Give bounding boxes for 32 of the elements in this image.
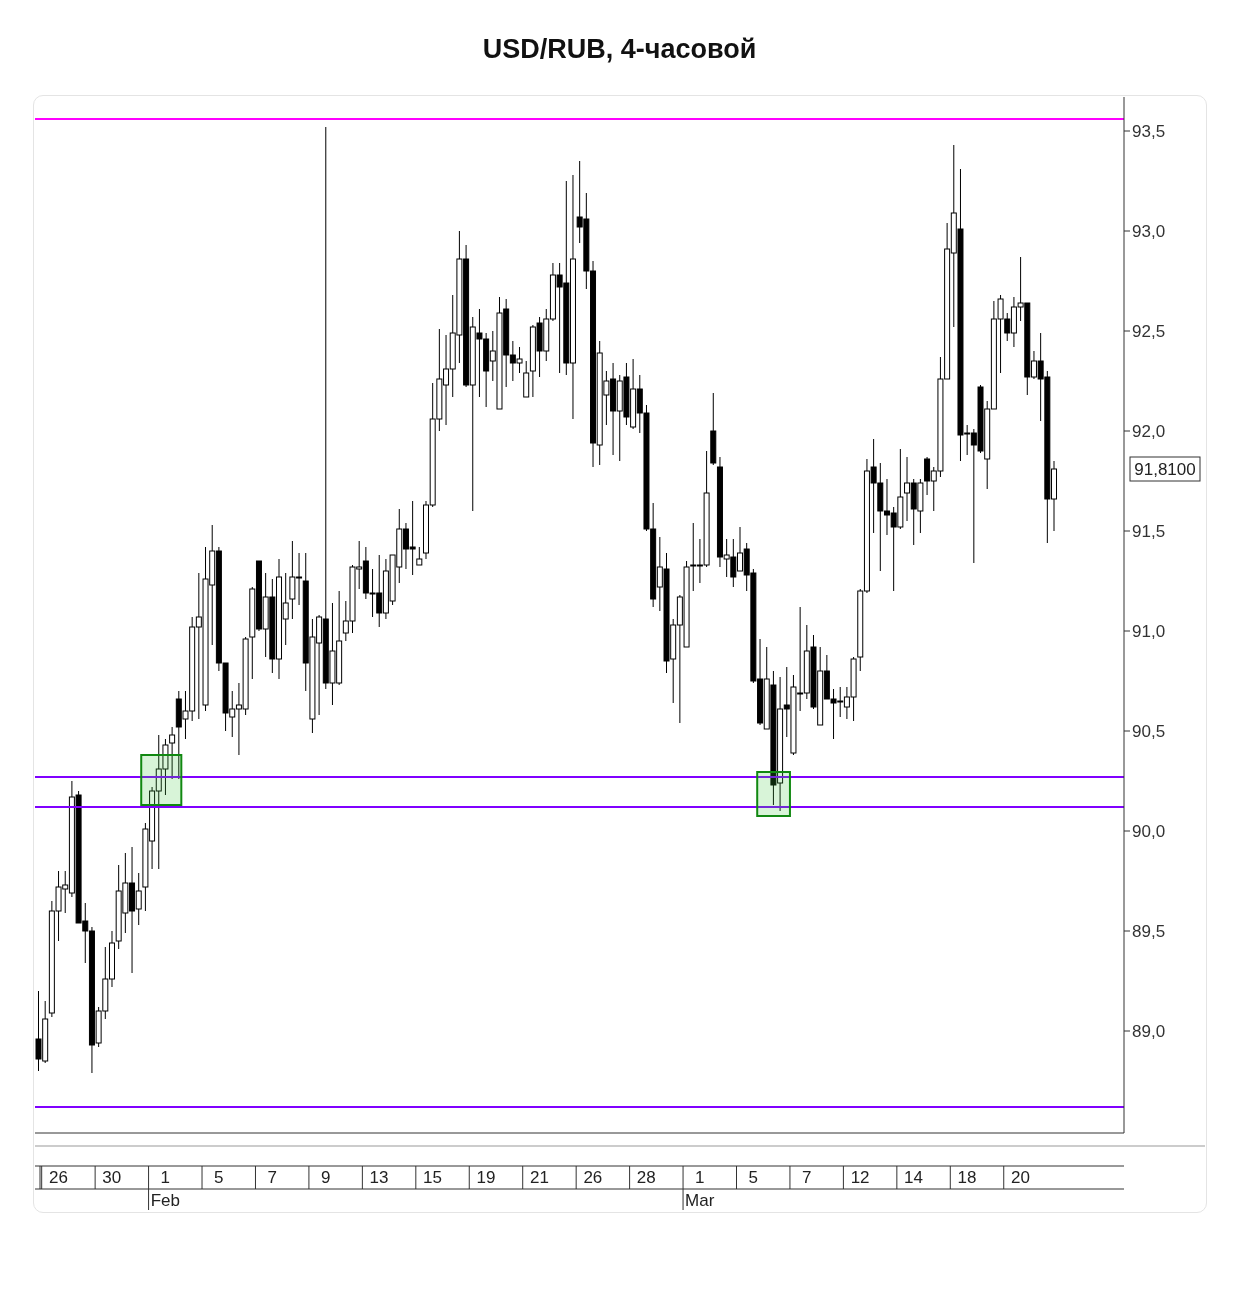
x-tick-label: 26 [583, 1168, 603, 1187]
y-tick-label: 93,0 [1132, 222, 1166, 242]
x-tick-label: 13 [369, 1168, 389, 1187]
x-tick-label: 1 Mar [685, 1168, 715, 1210]
x-tick-label: 19 [476, 1168, 496, 1187]
x-tick-label: 15 [423, 1168, 442, 1187]
x-tick-label: 1 Feb [150, 1168, 180, 1210]
x-tick-label: 5 [213, 1168, 224, 1187]
x-tick-label: 30 [102, 1168, 122, 1187]
text: 91,8100 [1134, 460, 1196, 479]
y-tick-label: 89,5 [1132, 922, 1166, 942]
x-tick-label: 14 [904, 1168, 924, 1187]
y-tick-label: 92,0 [1132, 422, 1166, 442]
x-tick-label: 21 [529, 1168, 549, 1187]
x-tick-label: 12 [850, 1168, 870, 1187]
y-tick-label: 90,0 [1132, 822, 1166, 842]
y-tick-label: 93,5 [1132, 122, 1166, 142]
x-tick-label: 28 [636, 1168, 656, 1187]
x-tick-label: 26 [48, 1168, 68, 1187]
y-tick-label: 90,5 [1132, 722, 1166, 742]
x-tick-label: 7 [267, 1168, 277, 1187]
x-tick-label: 18 [957, 1168, 977, 1187]
y-tick-label: 91,0 [1132, 622, 1166, 642]
y-tick-label: 91,5 [1132, 522, 1166, 542]
x-tick-label: 20 [1010, 1168, 1030, 1187]
x-tick-label: 9 [320, 1168, 331, 1187]
chart-title: USD/RUB, 4-часовой [481, 34, 758, 65]
x-tick-label: 5 [748, 1168, 758, 1187]
y-tick-label: 92,5 [1132, 322, 1166, 342]
candlestick [169, 726, 176, 780]
x-tick-label: 7 [801, 1168, 812, 1187]
y-tick-label: 89,0 [1132, 1022, 1166, 1042]
